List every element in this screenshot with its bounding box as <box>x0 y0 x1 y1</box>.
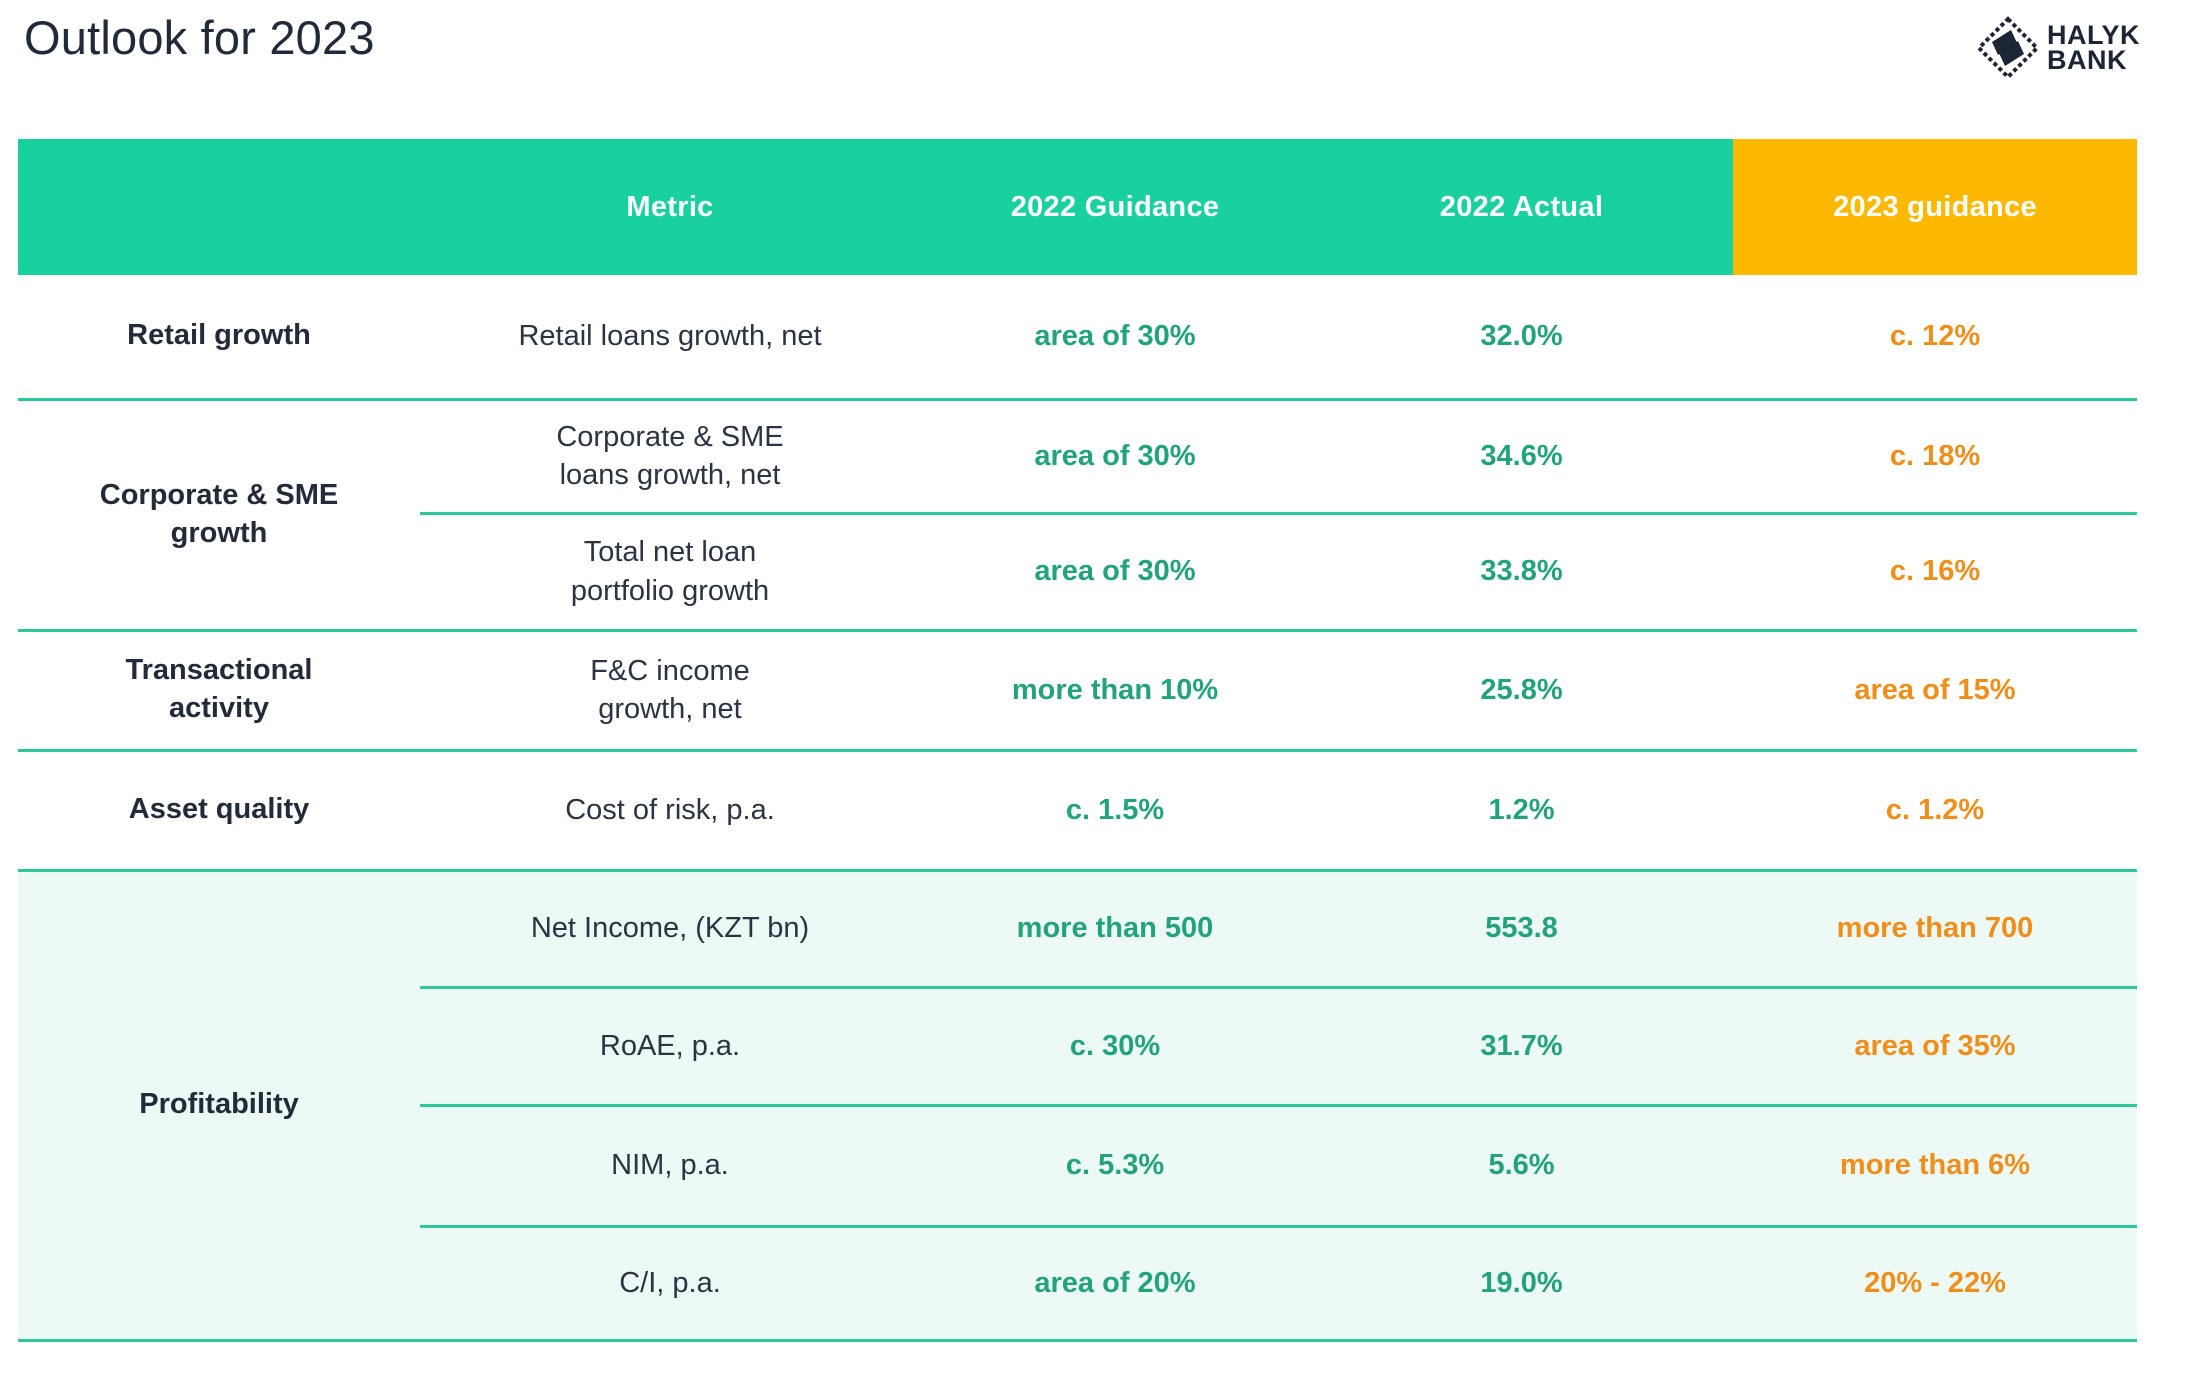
group-label-cell: Retail growth <box>18 275 420 401</box>
table-row: Transactional activity F&C income growth… <box>18 630 2137 752</box>
actual-2022-cell: 33.8% <box>1310 513 1733 632</box>
header-empty <box>18 139 420 275</box>
logo-line2: BANK <box>2046 45 2127 75</box>
guidance-2022-cell: c. 5.3% <box>920 1105 1310 1228</box>
header-metric: Metric <box>420 139 920 275</box>
actual-2022-cell: 34.6% <box>1310 399 1733 515</box>
header-2022-guidance: 2022 Guidance <box>920 139 1310 275</box>
actual-2022-cell: 19.0% <box>1310 1226 1733 1342</box>
metric-cell: Cost of risk, p.a. <box>420 750 920 872</box>
header-row: Metric 2022 Guidance 2022 Actual 2023 gu… <box>18 139 2137 275</box>
page-title: Outlook for 2023 <box>24 11 375 64</box>
guidance-2023-cell: more than 6% <box>1733 1105 2137 1228</box>
guidance-2022-cell: c. 1.5% <box>920 750 1310 872</box>
guidance-2022-cell: area of 30% <box>920 275 1310 401</box>
guidance-2023-cell: area of 35% <box>1733 987 2137 1107</box>
group-label-cell: Transactional activity <box>18 630 420 752</box>
halyk-diamond-icon <box>1976 16 2040 80</box>
table-row: RoAE, p.a. c. 30% 31.7% area of 35% <box>18 987 2137 1107</box>
guidance-2022-cell: area of 30% <box>920 399 1310 515</box>
logo-text: HALYK BANK <box>2046 19 2140 75</box>
outlook-table: Metric 2022 Guidance 2022 Actual 2023 gu… <box>18 139 2137 1342</box>
guidance-2023-cell: c. 12% <box>1733 275 2137 401</box>
guidance-2022-cell: area of 20% <box>920 1226 1310 1342</box>
metric-cell: Net Income, (KZT bn) <box>420 870 920 989</box>
group-label-cell: Profitability <box>18 870 420 1342</box>
header-2022-actual: 2022 Actual <box>1310 139 1733 275</box>
table-row: Profitability Net Income, (KZT bn) more … <box>18 870 2137 1342</box>
table-row: Corporate & SME growth Corporate & SME l… <box>18 399 2137 632</box>
metric-cell: F&C income growth, net <box>420 630 920 752</box>
actual-2022-cell: 5.6% <box>1310 1105 1733 1228</box>
guidance-2022-cell: area of 30% <box>920 513 1310 632</box>
metric-cell: Retail loans growth, net <box>420 275 920 401</box>
guidance-2023-cell: c. 18% <box>1733 399 2137 515</box>
metric-cell: C/I, p.a. <box>420 1226 920 1342</box>
guidance-2023-cell: 20% - 22% <box>1733 1226 2137 1342</box>
metric-cell: RoAE, p.a. <box>420 987 920 1107</box>
actual-2022-cell: 1.2% <box>1310 750 1733 872</box>
table-row: Retail growth Retail loans growth, net a… <box>18 275 2137 401</box>
table-row: Total net loan portfolio growth area of … <box>18 513 2137 632</box>
metric-cell: NIM, p.a. <box>420 1105 920 1228</box>
metric-cell: Corporate & SME loans growth, net <box>420 399 920 515</box>
guidance-2023-cell: more than 700 <box>1733 870 2137 989</box>
table-row: NIM, p.a. c. 5.3% 5.6% more than 6% <box>18 1105 2137 1228</box>
actual-2022-cell: 553.8 <box>1310 870 1733 989</box>
group-label-cell: Corporate & SME growth <box>18 399 420 632</box>
actual-2022-cell: 31.7% <box>1310 987 1733 1107</box>
table-row: Asset quality Cost of risk, p.a. c. 1.5%… <box>18 750 2137 872</box>
group-label-cell: Asset quality <box>18 750 420 872</box>
actual-2022-cell: 32.0% <box>1310 275 1733 401</box>
table-row: C/I, p.a. area of 20% 19.0% 20% - 22% <box>18 1226 2137 1342</box>
guidance-2023-cell: area of 15% <box>1733 630 2137 752</box>
guidance-2022-cell: c. 30% <box>920 987 1310 1107</box>
metric-cell: Total net loan portfolio growth <box>420 513 920 632</box>
guidance-2022-cell: more than 500 <box>920 870 1310 989</box>
actual-2022-cell: 25.8% <box>1310 630 1733 752</box>
guidance-2023-cell: c. 16% <box>1733 513 2137 632</box>
guidance-2023-cell: c. 1.2% <box>1733 750 2137 872</box>
logo-line1: HALYK <box>2046 19 2140 50</box>
guidance-2022-cell: more than 10% <box>920 630 1310 752</box>
header-2023-guidance: 2023 guidance <box>1733 139 2137 275</box>
halyk-bank-logo: HALYK BANK <box>1976 16 2140 80</box>
